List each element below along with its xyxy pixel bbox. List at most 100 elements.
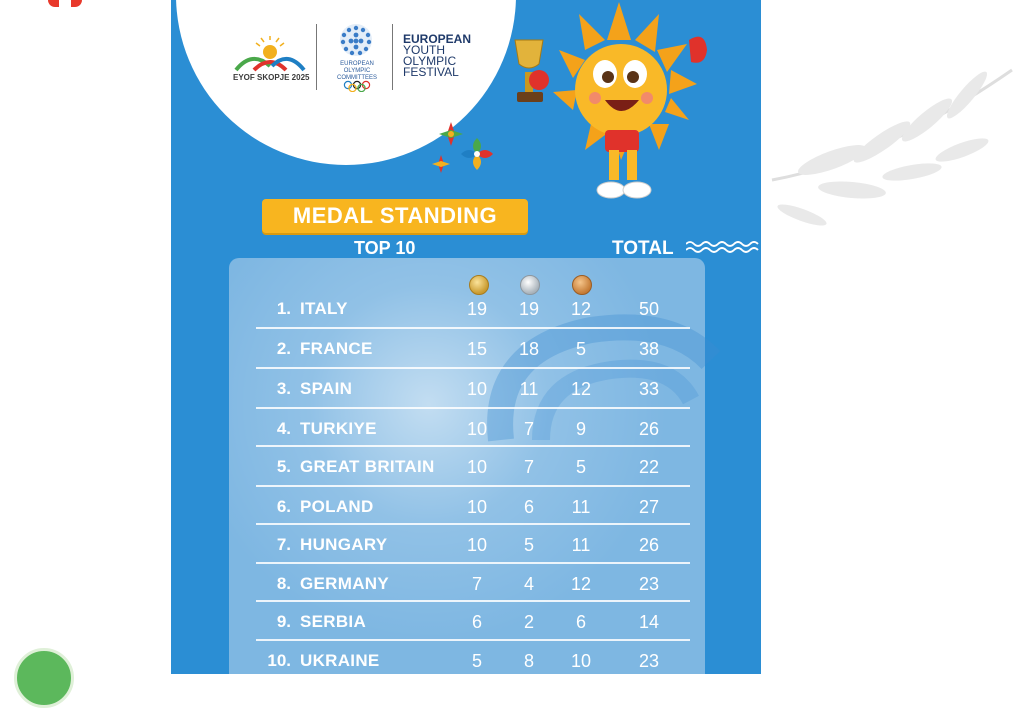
- standings-row: 10. UKRAINE 5 8 10 23: [171, 639, 761, 674]
- silver-count-cell: 11: [519, 379, 539, 399]
- gold-count-cell: 6: [471, 612, 482, 632]
- country-cell: ITALY: [300, 299, 348, 318]
- medal-standing-poster: EYOF SKOPJE 2025 EUROPEAN OLYMPIC COMMIT…: [171, 0, 761, 674]
- corner-flag-icon: [48, 0, 82, 7]
- country-cell: SERBIA: [300, 612, 367, 631]
- standings-row: 5. GREAT BRITAIN 10 7 5 22: [171, 445, 761, 486]
- total-count-cell: 50: [638, 299, 660, 319]
- standings-row: 6. POLAND 10 6 11 27: [171, 485, 761, 526]
- row-divider: [256, 600, 690, 602]
- row-divider: [256, 485, 690, 487]
- eoc-caption: EUROPEAN OLYMPIC COMMITTEES: [337, 61, 377, 81]
- eyof-skopje-logo-icon: [234, 36, 306, 72]
- festival-line: YOUTH: [403, 43, 445, 57]
- wave-decoration-icon: [686, 241, 759, 253]
- total-count-cell: 22: [638, 457, 660, 477]
- olympic-rings-icon: [343, 80, 371, 92]
- standings-row: 4. TURKIYE 10 7 9 26: [171, 407, 761, 448]
- country-cell: TURKIYE: [300, 419, 377, 438]
- silver-count-cell: 6: [523, 497, 534, 517]
- country-cell: UKRAINE: [300, 651, 380, 670]
- total-count-cell: 27: [638, 497, 660, 517]
- rank-cell: 10.: [267, 651, 291, 670]
- bronze-count-cell: 5: [575, 339, 586, 359]
- silver-medal-icon: [520, 275, 540, 295]
- total-count-cell: 33: [638, 379, 660, 399]
- rank-cell: 7.: [276, 535, 291, 554]
- rank-cell: 5.: [276, 457, 291, 476]
- bronze-count-cell: 9: [575, 419, 586, 439]
- standings-row: 3. SPAIN 10 11 12 33: [171, 367, 761, 408]
- gold-count-cell: 10: [466, 535, 488, 555]
- row-divider: [256, 562, 690, 564]
- silver-count-cell: 8: [523, 651, 534, 671]
- bronze-count-cell: 10: [570, 651, 592, 671]
- total-count-cell: 26: [638, 535, 660, 555]
- eyof-logo-caption: EYOF SKOPJE 2025: [233, 73, 310, 82]
- gold-count-cell: 19: [466, 299, 488, 319]
- bronze-count-cell: 12: [570, 299, 592, 319]
- standings-row: 9. SERBIA 6 2 6 14: [171, 600, 761, 641]
- logo-area: EYOF SKOPJE 2025 EUROPEAN OLYMPIC COMMIT…: [176, 0, 516, 165]
- country-cell: POLAND: [300, 497, 374, 516]
- rank-cell: 8.: [276, 574, 291, 593]
- silver-count-cell: 7: [523, 419, 534, 439]
- rank-cell: 9.: [276, 612, 291, 631]
- logo-divider: [316, 24, 317, 90]
- gold-count-cell: 10: [466, 497, 488, 517]
- country-cell: GERMANY: [300, 574, 389, 593]
- silver-count-cell: 2: [523, 612, 534, 632]
- bronze-count-cell: 5: [575, 457, 586, 477]
- country-cell: GREAT BRITAIN: [300, 457, 435, 476]
- gold-count-cell: 10: [466, 419, 488, 439]
- standings-row: 2. FRANCE 15 18 5 38: [171, 327, 761, 368]
- bronze-count-cell: 11: [571, 497, 591, 517]
- cookie-settings-button[interactable]: [14, 648, 74, 708]
- silver-count-cell: 18: [518, 339, 540, 359]
- logo-divider: [392, 24, 393, 90]
- total-column-header: TOTAL: [612, 238, 674, 259]
- row-divider: [256, 367, 690, 369]
- gold-count-cell: 5: [471, 651, 482, 671]
- gold-count-cell: 10: [466, 457, 488, 477]
- total-count-cell: 23: [638, 574, 660, 594]
- swirl-decoration-icon: [487, 314, 721, 442]
- festival-line: FESTIVAL: [403, 65, 459, 79]
- country-cell: HUNGARY: [300, 535, 388, 554]
- standings-row: 1. ITALY 19 19 12 50: [171, 290, 761, 328]
- row-divider: [256, 407, 690, 409]
- silver-count-cell: 4: [523, 574, 534, 594]
- row-divider: [256, 639, 690, 641]
- silver-count-cell: 7: [523, 457, 534, 477]
- festival-line: EUROPEAN: [403, 32, 472, 46]
- gold-medal-icon: [469, 275, 489, 295]
- rank-cell: 1.: [276, 299, 291, 318]
- olive-branch-decoration-icon: [771, 68, 1013, 226]
- bronze-count-cell: 12: [570, 574, 592, 594]
- standings-row: 7. HUNGARY 10 5 11 26: [171, 523, 761, 564]
- sun-mascot-icon: [514, 2, 707, 199]
- gold-count-cell: 10: [466, 379, 488, 399]
- silver-count-cell: 19: [518, 299, 540, 319]
- row-divider: [256, 327, 690, 329]
- bronze-count-cell: 12: [570, 379, 592, 399]
- medal-standing-title: MEDAL STANDING: [262, 199, 528, 233]
- rank-cell: 4.: [276, 419, 291, 438]
- festival-name: EUROPEAN YOUTH OLYMPIC FESTIVAL: [403, 32, 472, 79]
- gold-count-cell: 7: [471, 574, 482, 594]
- rank-cell: 2.: [276, 339, 291, 358]
- total-count-cell: 23: [638, 651, 660, 671]
- total-count-cell: 38: [638, 339, 660, 359]
- flower-decoration-icon: [432, 122, 493, 173]
- gold-count-cell: 15: [466, 339, 488, 359]
- total-count-cell: 26: [638, 419, 660, 439]
- eoc-emblem-icon: [340, 24, 372, 56]
- total-count-cell: 14: [638, 612, 660, 632]
- country-cell: SPAIN: [300, 379, 353, 398]
- row-divider: [256, 445, 690, 447]
- country-cell: FRANCE: [300, 339, 373, 358]
- bronze-count-cell: 11: [571, 535, 591, 555]
- standings-row: 8. GERMANY 7 4 12 23: [171, 562, 761, 603]
- bronze-count-cell: 6: [575, 612, 586, 632]
- bronze-medal-icon: [572, 275, 592, 295]
